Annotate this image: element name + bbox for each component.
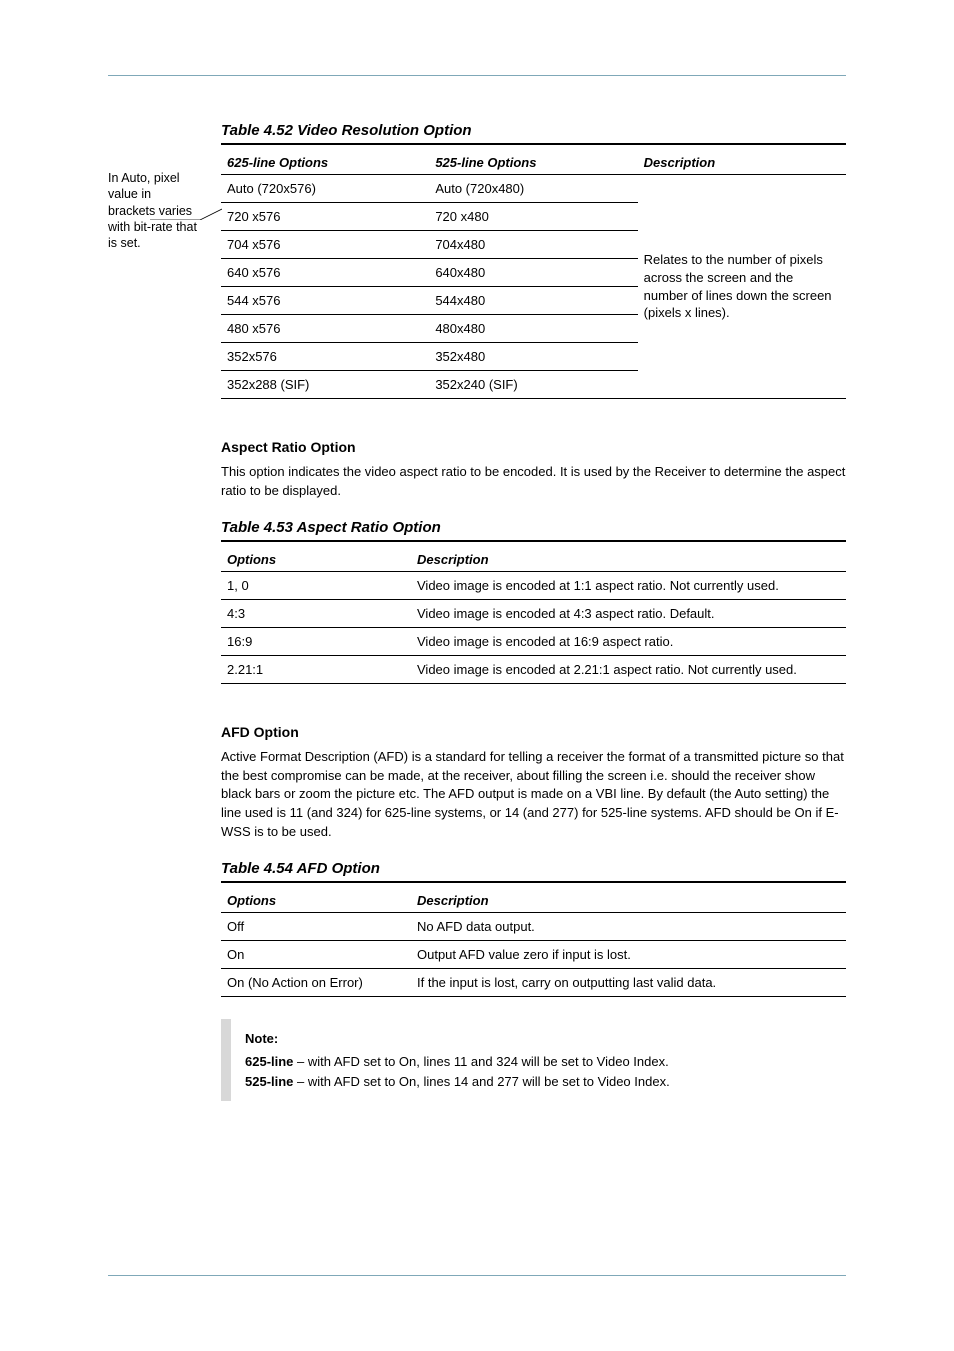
cell: 720 x480 (429, 203, 637, 231)
table-row: 16:9 Video image is encoded at 16:9 aspe… (221, 627, 846, 655)
cell: Auto (720x576) (221, 175, 429, 203)
table-row: On Output AFD value zero if input is los… (221, 940, 846, 968)
col-header: 625-line Options (221, 151, 429, 175)
cell: Output AFD value zero if input is lost. (411, 940, 846, 968)
cell: Off (221, 912, 411, 940)
cell: 352x240 (SIF) (429, 371, 637, 399)
cell: 2.21:1 (221, 655, 411, 683)
cell: 640x480 (429, 259, 637, 287)
cell: On (221, 940, 411, 968)
table-row: 4:3 Video image is encoded at 4:3 aspect… (221, 599, 846, 627)
bottom-rule (108, 1275, 846, 1276)
cell: Video image is encoded at 4:3 aspect rat… (411, 599, 846, 627)
table-row: Auto (720x576) Auto (720x480) Relates to… (221, 175, 846, 203)
description-cell: Relates to the number of pixels across t… (638, 175, 846, 399)
note-block: Note: 625-line – with AFD set to On, lin… (221, 1019, 846, 1102)
table-row: 1, 0 Video image is encoded at 1:1 aspec… (221, 571, 846, 599)
cell: Video image is encoded at 1:1 aspect rat… (411, 571, 846, 599)
paragraph: This option indicates the video aspect r… (221, 463, 846, 501)
table-row: Off No AFD data output. (221, 912, 846, 940)
sidenote-text: In Auto, pixel value in brackets varies … (108, 170, 198, 251)
note-bold: 625-line (245, 1054, 293, 1069)
table-header-row: 625-line Options 525-line Options Descri… (221, 151, 846, 175)
note-line: 525-line – with AFD set to On, lines 14 … (245, 1072, 834, 1092)
cell: 640 x576 (221, 259, 429, 287)
table-header-row: Options Description (221, 889, 846, 913)
cell: If the input is lost, carry on outputtin… (411, 968, 846, 996)
table-header-row: Options Description (221, 548, 846, 572)
cell: 720 x576 (221, 203, 429, 231)
cell: 352x288 (SIF) (221, 371, 429, 399)
col-header: Description (638, 151, 846, 175)
note-text: – with AFD set to On, lines 14 and 277 w… (293, 1074, 669, 1089)
cell: 352x480 (429, 343, 637, 371)
cell: 16:9 (221, 627, 411, 655)
cell: 352x576 (221, 343, 429, 371)
cell: On (No Action on Error) (221, 968, 411, 996)
table-title-2: Table 4.53 Aspect Ratio Option (221, 519, 846, 542)
table-row: On (No Action on Error) If the input is … (221, 968, 846, 996)
col-header: Description (411, 889, 846, 913)
col-header: Description (411, 548, 846, 572)
section-heading: Aspect Ratio Option (221, 439, 846, 455)
cell: 704 x576 (221, 231, 429, 259)
cell: 1, 0 (221, 571, 411, 599)
cell: Video image is encoded at 16:9 aspect ra… (411, 627, 846, 655)
table-title-1: Table 4.52 Video Resolution Option (221, 122, 846, 145)
table-row: 2.21:1 Video image is encoded at 2.21:1 … (221, 655, 846, 683)
paragraph: Active Format Description (AFD) is a sta… (221, 748, 846, 842)
section-heading: AFD Option (221, 724, 846, 740)
cell: Video image is encoded at 2.21:1 aspect … (411, 655, 846, 683)
cell: 480 x576 (221, 315, 429, 343)
col-header: 525-line Options (429, 151, 637, 175)
cell: 4:3 (221, 599, 411, 627)
afd-table: Options Description Off No AFD data outp… (221, 889, 846, 997)
note-heading: Note: (245, 1029, 834, 1049)
table-title-3: Table 4.54 AFD Option (221, 860, 846, 883)
cell: 480x480 (429, 315, 637, 343)
cell: 704x480 (429, 231, 637, 259)
top-rule (108, 75, 846, 76)
cell: Auto (720x480) (429, 175, 637, 203)
col-header: Options (221, 548, 411, 572)
cell: 544 x576 (221, 287, 429, 315)
note-bold: 525-line (245, 1074, 293, 1089)
aspect-ratio-table: Options Description 1, 0 Video image is … (221, 548, 846, 684)
note-text: – with AFD set to On, lines 11 and 324 w… (293, 1054, 668, 1069)
video-resolution-table: 625-line Options 525-line Options Descri… (221, 151, 846, 399)
col-header: Options (221, 889, 411, 913)
cell: No AFD data output. (411, 912, 846, 940)
cell: 544x480 (429, 287, 637, 315)
note-line: 625-line – with AFD set to On, lines 11 … (245, 1052, 834, 1072)
